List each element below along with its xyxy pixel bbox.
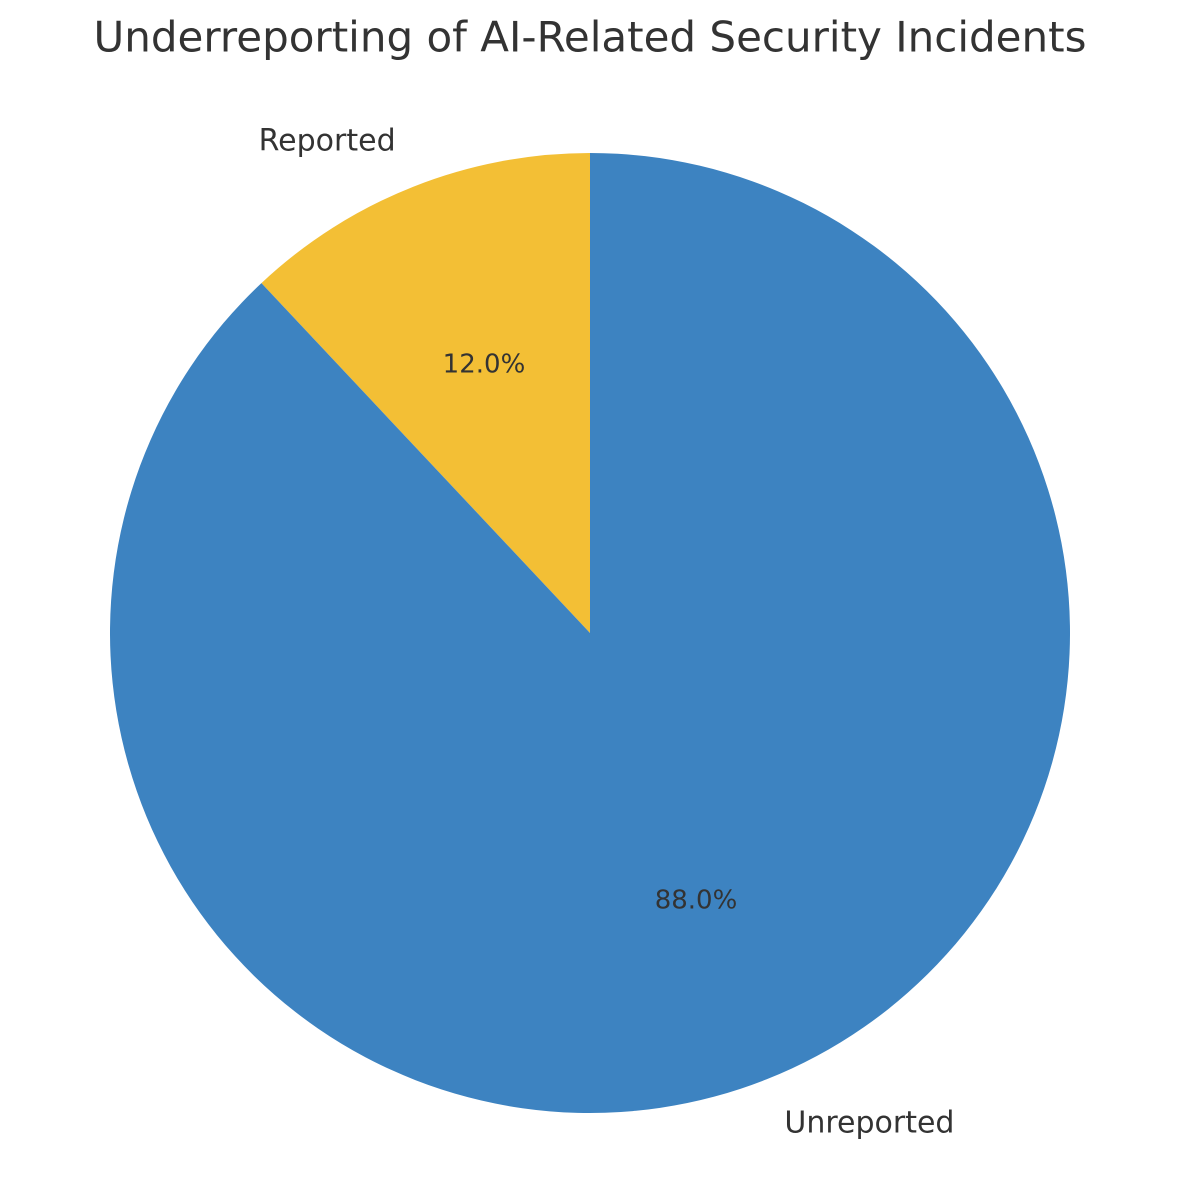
pie-slice (261, 153, 590, 633)
pie-slice (109, 153, 1070, 1113)
slice-label: Unreported (784, 1105, 954, 1140)
chart-title: Underreporting of AI-Related Security In… (94, 13, 1087, 62)
value-label: 88.0% (655, 885, 738, 915)
value-label: 12.0% (443, 350, 526, 380)
slice-label: Reported (259, 124, 396, 159)
